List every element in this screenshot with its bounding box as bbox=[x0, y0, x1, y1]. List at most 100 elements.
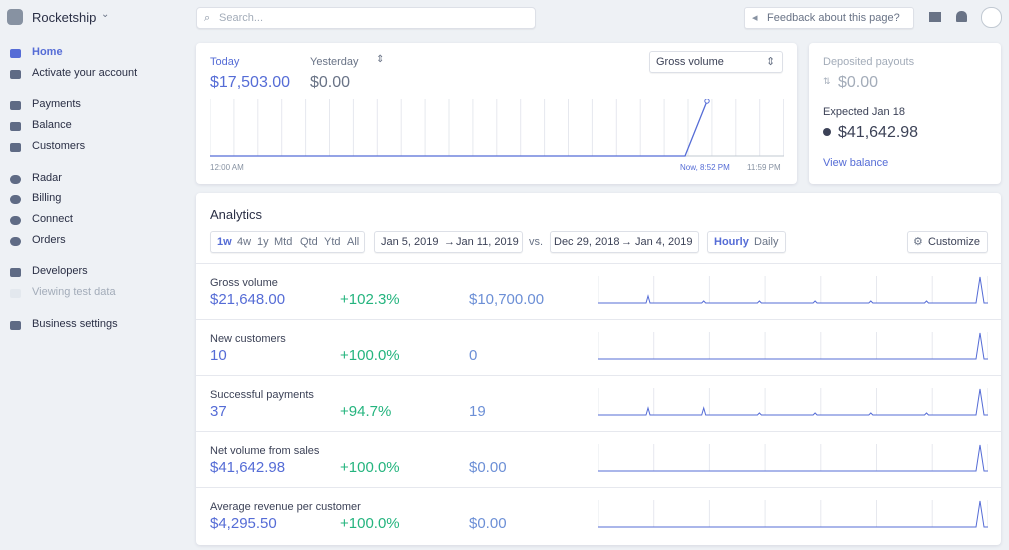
range-tab[interactable]: 1w bbox=[217, 236, 232, 248]
nav-icon bbox=[10, 122, 21, 132]
compare-end: Jan 4, 2019 bbox=[635, 236, 693, 248]
view-balance-link[interactable]: View balance bbox=[823, 157, 889, 169]
metric-label: Average revenue per customer bbox=[210, 501, 361, 513]
compare-range[interactable]: Dec 29, 2018 → Jan 4, 2019 bbox=[550, 231, 699, 253]
granularity-daily[interactable]: Daily bbox=[754, 236, 779, 248]
metric-label: Gross volume bbox=[210, 277, 278, 289]
metric-value: 10 bbox=[210, 347, 227, 364]
nav-item[interactable]: Business settings bbox=[32, 317, 118, 330]
analytics-card: Analytics 1w 4w 1y Mtd Qtd Ytd All Jan 5, 2019… bbox=[196, 193, 1001, 545]
range-tab[interactable]: Ytd bbox=[324, 236, 341, 248]
metric-previous: 19 bbox=[469, 403, 486, 420]
compare-start: Dec 29, 2018 bbox=[554, 236, 620, 248]
metric-value: $41,642.98 bbox=[210, 459, 286, 476]
nav-item[interactable]: Connect bbox=[32, 212, 73, 225]
nav-icon bbox=[10, 195, 21, 205]
customize-button[interactable]: ⚙ Customize bbox=[907, 231, 988, 253]
metric-change: +100.0% bbox=[340, 515, 400, 532]
vs-text: vs. bbox=[529, 236, 544, 248]
chevron: ⌄ bbox=[101, 9, 110, 20]
nav-icon bbox=[10, 320, 21, 330]
select-arrows: ⇕ bbox=[766, 56, 776, 68]
nav-item[interactable]: Balance bbox=[32, 119, 72, 132]
now-marker bbox=[704, 99, 710, 104]
nav-item[interactable]: Activate your account bbox=[32, 66, 138, 79]
nav-item[interactable]: Radar bbox=[32, 171, 62, 184]
today-chart bbox=[210, 99, 784, 157]
metric-previous: $0.00 bbox=[469, 459, 507, 476]
range-tab[interactable]: Mtd bbox=[274, 236, 293, 248]
docs-icon[interactable] bbox=[929, 12, 941, 22]
today-label: Today bbox=[210, 56, 240, 68]
x-label-end: 11:59 PM bbox=[747, 163, 781, 172]
metric-change: +94.7% bbox=[340, 403, 392, 420]
analytics-title: Analytics bbox=[210, 207, 263, 222]
metric-row[interactable]: Net volume from sales $41,642.98 +100.0% $0… bbox=[196, 431, 1001, 487]
today-line bbox=[210, 100, 708, 157]
metric-change: +100.0% bbox=[340, 459, 400, 476]
metric-previous: $10,700.00 bbox=[469, 291, 545, 308]
metric-row[interactable]: New customers 10 +100.0% 0 bbox=[196, 319, 1001, 375]
sparkline bbox=[598, 388, 988, 416]
nav-item[interactable]: Customers bbox=[32, 139, 86, 152]
nav-icon bbox=[10, 101, 21, 111]
expected-icon bbox=[823, 128, 831, 136]
sparkline bbox=[598, 500, 988, 528]
arrow: → bbox=[621, 236, 632, 248]
deposited-label: Deposited payouts bbox=[823, 56, 915, 68]
nav-icon bbox=[10, 69, 21, 79]
metric-value: $4,295.50 bbox=[210, 515, 277, 532]
range-tab[interactable]: Qtd bbox=[300, 236, 318, 248]
granularity-hourly[interactable]: Hourly bbox=[714, 236, 749, 248]
nav-item[interactable]: Developers bbox=[32, 265, 88, 278]
metric-row[interactable]: Successful payments 37 +94.7% 19 bbox=[196, 375, 1001, 431]
customize-text: Customize bbox=[928, 236, 980, 248]
period-end: Jan 11, 2019 bbox=[456, 236, 519, 248]
metric-change: +100.0% bbox=[340, 347, 400, 364]
nav-item[interactable]: Orders bbox=[32, 233, 66, 246]
yesterday-toggle[interactable]: ⇕ bbox=[376, 54, 385, 65]
metric-select[interactable]: Gross volume ⇕ bbox=[649, 51, 783, 73]
nav-item[interactable]: Billing bbox=[32, 192, 62, 205]
payouts-card: Deposited payouts ⇅ $0.00 Expected Jan 1… bbox=[809, 43, 1001, 184]
search-placeholder: Search... bbox=[219, 12, 264, 24]
nav-icon bbox=[10, 289, 21, 298]
nav-item[interactable]: Viewing test data bbox=[32, 286, 116, 298]
metric-previous: $0.00 bbox=[469, 515, 507, 532]
avatar[interactable] bbox=[981, 7, 1002, 28]
range-tabs: 1w 4w 1y Mtd Qtd Ytd All bbox=[210, 231, 365, 253]
granularity-tabs: Hourly Daily bbox=[707, 231, 786, 253]
metric-value: $21,648.00 bbox=[210, 291, 286, 308]
nav-icon bbox=[10, 174, 21, 184]
nav-icon bbox=[10, 142, 21, 152]
nav-item[interactable]: Home bbox=[32, 46, 63, 58]
search-icon: ⌕ bbox=[204, 12, 211, 24]
range-tab[interactable]: 4w bbox=[237, 236, 252, 248]
summary-card: Today $17,503.00 Yesterday ⇕ $0.00 Gross… bbox=[196, 43, 797, 184]
arrow: → bbox=[444, 236, 455, 248]
metric-previous: 0 bbox=[469, 347, 478, 364]
nav-item[interactable]: Payments bbox=[32, 98, 81, 111]
search-box[interactable]: ⌕ Search... bbox=[196, 7, 536, 29]
account-name[interactable]: Rocketship bbox=[32, 10, 97, 25]
sparkline bbox=[598, 444, 988, 472]
metric-row[interactable]: Gross volume $21,648.00 +102.3% $10,700.00 bbox=[196, 263, 1001, 319]
yesterday-value: $0.00 bbox=[310, 74, 351, 91]
range-tab[interactable]: 1y bbox=[257, 236, 269, 248]
feedback-button[interactable]: ◂ Feedback about this page? bbox=[744, 7, 914, 29]
metric-row[interactable]: Average revenue per customer $4,295.50 +10… bbox=[196, 487, 1001, 543]
account-logo bbox=[7, 9, 23, 25]
sparkline bbox=[598, 332, 988, 360]
deposited-value: $0.00 bbox=[838, 74, 879, 91]
period-range[interactable]: Jan 5, 2019 → Jan 11, 2019 bbox=[374, 231, 523, 253]
yesterday-label[interactable]: Yesterday bbox=[310, 56, 359, 68]
today-value: $17,503.00 bbox=[210, 74, 291, 91]
feedback-text: Feedback about this page? bbox=[767, 12, 900, 24]
gear-icon: ⚙ bbox=[913, 236, 923, 248]
notifications-icon[interactable] bbox=[956, 11, 967, 22]
nav-icon bbox=[10, 236, 21, 246]
deposited-icon: ⇅ bbox=[823, 76, 831, 86]
x-label-now: Now, 8:52 PM bbox=[680, 163, 730, 172]
range-tab[interactable]: All bbox=[347, 236, 360, 248]
